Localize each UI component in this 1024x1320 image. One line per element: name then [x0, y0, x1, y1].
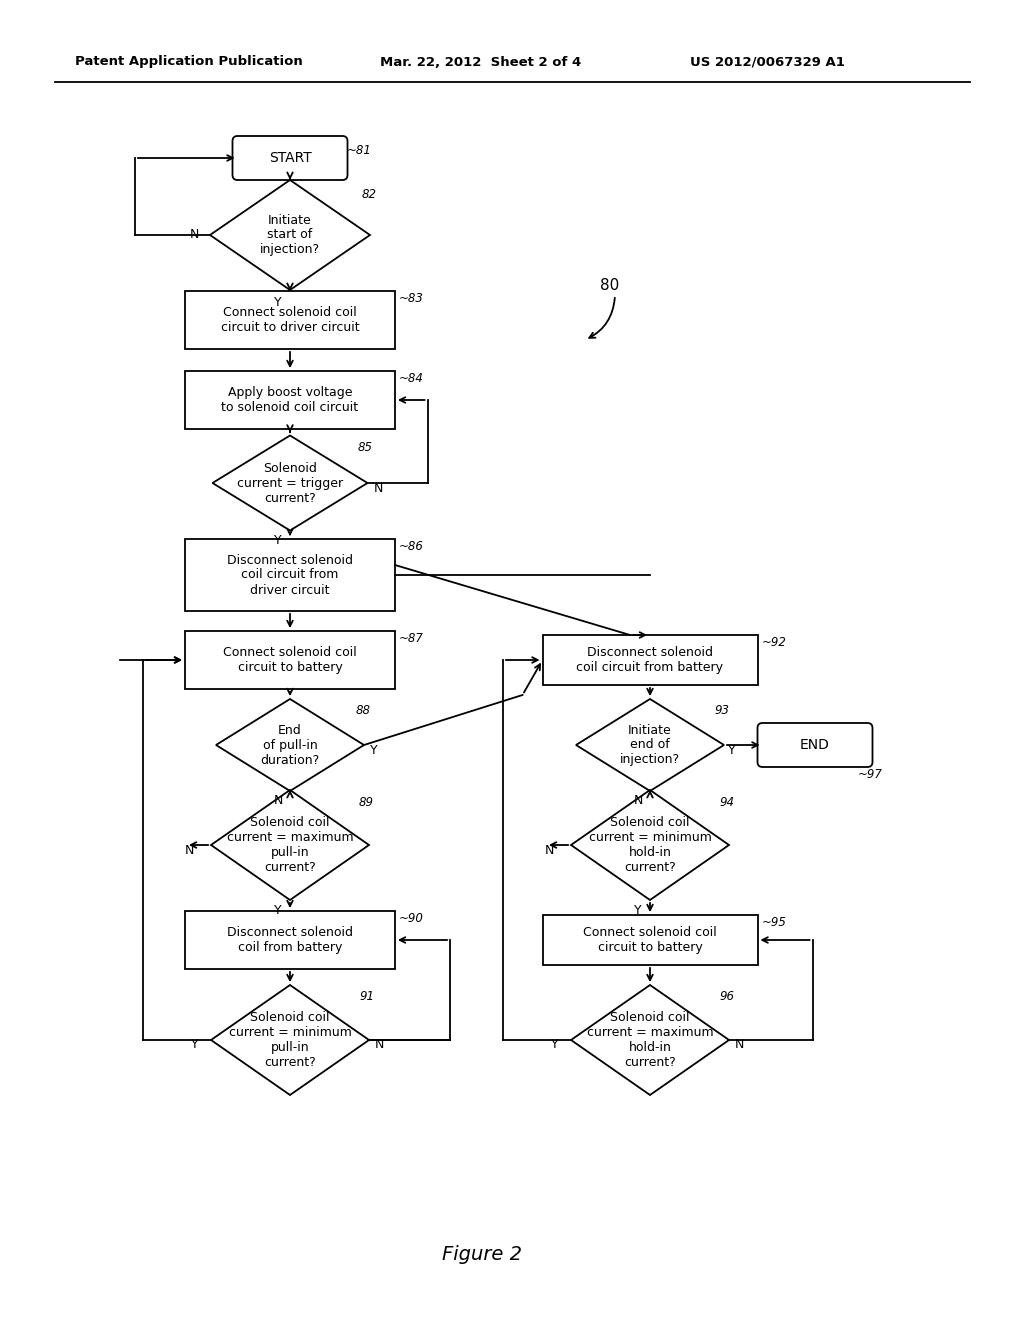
Bar [543, 915, 758, 965]
Text: Solenoid coil
current = maximum
hold-in
current?: Solenoid coil current = maximum hold-in … [587, 1011, 714, 1069]
Text: N: N [374, 482, 383, 495]
Text: 88: 88 [356, 705, 371, 718]
Polygon shape [210, 180, 370, 290]
Text: Disconnect solenoid
coil circuit from battery: Disconnect solenoid coil circuit from ba… [577, 645, 724, 675]
Text: ~95: ~95 [762, 916, 786, 929]
Text: End
of pull-in
duration?: End of pull-in duration? [260, 723, 319, 767]
Text: N: N [545, 843, 554, 857]
Text: Connect solenoid coil
circuit to driver circuit: Connect solenoid coil circuit to driver … [221, 306, 359, 334]
Text: ~92: ~92 [762, 636, 786, 649]
Text: 85: 85 [357, 441, 373, 454]
Polygon shape [211, 985, 369, 1096]
Polygon shape [213, 436, 368, 531]
Text: N: N [634, 795, 643, 808]
Text: ~81: ~81 [346, 144, 372, 157]
Text: ~90: ~90 [399, 912, 424, 925]
Bar [185, 539, 395, 611]
Bar [185, 631, 395, 689]
Text: 82: 82 [362, 189, 377, 202]
Text: US 2012/0067329 A1: US 2012/0067329 A1 [690, 55, 845, 69]
Text: START: START [268, 150, 311, 165]
Text: 93: 93 [714, 705, 729, 718]
Text: 96: 96 [719, 990, 734, 1003]
Text: 89: 89 [359, 796, 374, 808]
Text: Y: Y [274, 296, 282, 309]
Text: Initiate
start of
injection?: Initiate start of injection? [260, 214, 321, 256]
Polygon shape [575, 700, 724, 791]
Text: 94: 94 [719, 796, 734, 808]
Polygon shape [216, 700, 364, 791]
Text: Connect solenoid coil
circuit to battery: Connect solenoid coil circuit to battery [223, 645, 357, 675]
Text: ~97: ~97 [857, 767, 883, 780]
Polygon shape [211, 789, 369, 900]
FancyBboxPatch shape [232, 136, 347, 180]
Text: N: N [274, 795, 284, 808]
Text: Patent Application Publication: Patent Application Publication [75, 55, 303, 69]
Text: N: N [375, 1039, 384, 1052]
Text: ~83: ~83 [399, 293, 424, 305]
Text: 91: 91 [359, 990, 374, 1003]
Text: Apply boost voltage
to solenoid coil circuit: Apply boost voltage to solenoid coil cir… [221, 385, 358, 414]
Polygon shape [571, 789, 729, 900]
Text: Y: Y [728, 743, 735, 756]
Text: END: END [800, 738, 829, 752]
Polygon shape [571, 985, 729, 1096]
Text: Mar. 22, 2012  Sheet 2 of 4: Mar. 22, 2012 Sheet 2 of 4 [380, 55, 582, 69]
FancyBboxPatch shape [758, 723, 872, 767]
Text: ~84: ~84 [399, 372, 424, 385]
Text: Figure 2: Figure 2 [442, 1245, 522, 1265]
Text: N: N [735, 1039, 744, 1052]
Text: Initiate
end of
injection?: Initiate end of injection? [620, 723, 680, 767]
Text: N: N [190, 228, 200, 242]
Text: Solenoid coil
current = maximum
pull-in
current?: Solenoid coil current = maximum pull-in … [226, 816, 353, 874]
Text: Solenoid coil
current = minimum
hold-in
current?: Solenoid coil current = minimum hold-in … [589, 816, 712, 874]
Text: Solenoid
current = trigger
current?: Solenoid current = trigger current? [237, 462, 343, 504]
Text: Y: Y [551, 1039, 559, 1052]
Text: Y: Y [634, 903, 642, 916]
Text: Y: Y [274, 903, 282, 916]
Text: Y: Y [274, 535, 282, 546]
Text: Y: Y [370, 743, 378, 756]
Bar [185, 371, 395, 429]
Text: ~86: ~86 [399, 540, 424, 553]
Text: Y: Y [191, 1039, 199, 1052]
Text: ~87: ~87 [399, 632, 424, 645]
Text: Disconnect solenoid
coil circuit from
driver circuit: Disconnect solenoid coil circuit from dr… [227, 553, 353, 597]
Bar [543, 635, 758, 685]
Bar [185, 911, 395, 969]
Text: Disconnect solenoid
coil from battery: Disconnect solenoid coil from battery [227, 927, 353, 954]
Text: Solenoid coil
current = minimum
pull-in
current?: Solenoid coil current = minimum pull-in … [228, 1011, 351, 1069]
Text: Connect solenoid coil
circuit to battery: Connect solenoid coil circuit to battery [583, 927, 717, 954]
Text: N: N [185, 843, 195, 857]
Text: 80: 80 [600, 279, 620, 293]
Bar [185, 290, 395, 348]
